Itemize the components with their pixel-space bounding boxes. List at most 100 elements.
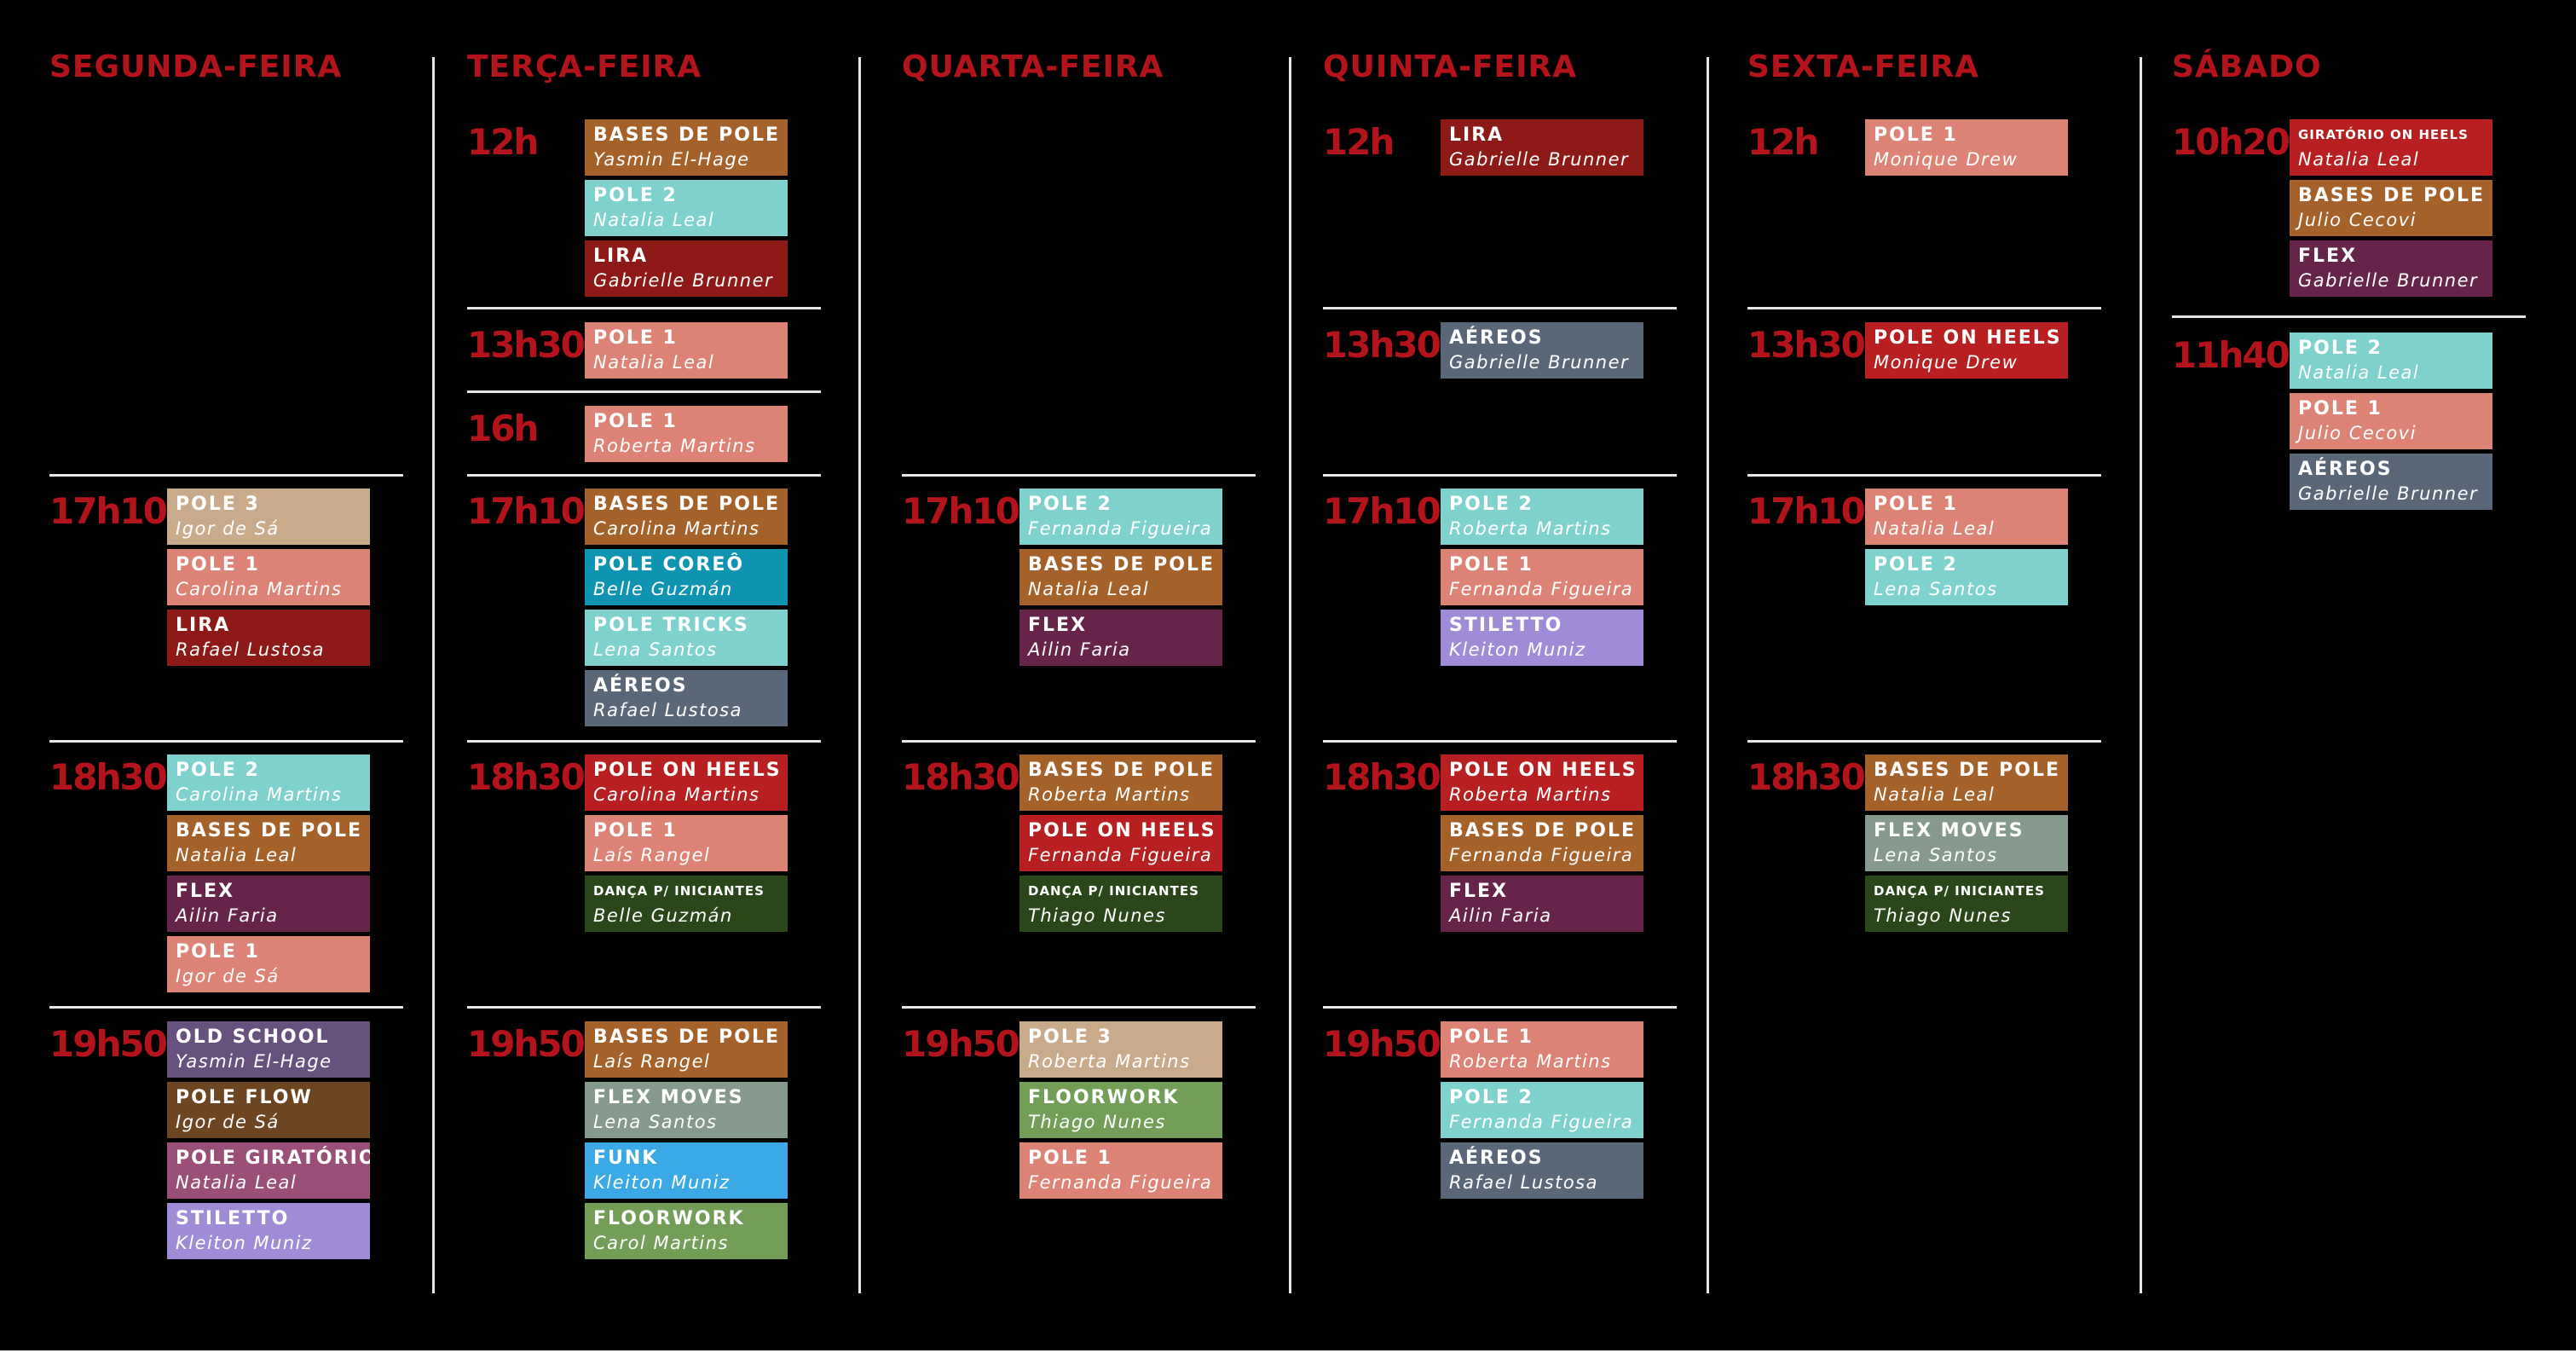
class-card[interactable]: BASES DE POLE Roberta Martins — [1019, 755, 1222, 811]
time-label: 16h — [467, 408, 539, 449]
class-card[interactable]: POLE 1 Roberta Martins — [585, 406, 788, 462]
class-card[interactable]: FLEX MOVES Lena Santos — [1865, 815, 2068, 871]
time-label: 18h30 — [467, 756, 586, 798]
class-card[interactable]: LIRA Rafael Lustosa — [167, 610, 370, 666]
class-card[interactable]: POLE 1 Fernanda Figueira — [1019, 1142, 1222, 1199]
class-card[interactable]: POLE 1 Carolina Martins — [167, 549, 370, 605]
class-card[interactable]: POLE TRICKS Lena Santos — [585, 610, 788, 666]
class-card[interactable]: BASES DE POLE Julio Cecovi — [2290, 180, 2492, 236]
class-card[interactable]: STILETTO Kleiton Muniz — [1441, 610, 1643, 666]
class-card[interactable]: POLE 1 Laís Rangel — [585, 815, 788, 871]
class-name: POLE 1 — [593, 820, 678, 841]
class-name: POLE 2 — [1449, 1087, 1533, 1108]
class-name: POLE 3 — [176, 494, 260, 515]
class-card[interactable]: FLEX Ailin Faria — [1019, 610, 1222, 666]
class-card[interactable]: POLE ON HEELS Fernanda Figueira — [1019, 815, 1222, 871]
teacher-name: Fernanda Figueira — [1028, 518, 1213, 539]
class-name: POLE 3 — [1028, 1026, 1112, 1048]
class-card[interactable]: BASES DE POLE Natalia Leal — [167, 815, 370, 871]
class-card[interactable]: DANÇA P/ INICIANTES Thiago Nunes — [1019, 876, 1222, 932]
class-card[interactable]: POLE 3 Igor de Sá — [167, 489, 370, 545]
class-card[interactable]: BASES DE POLE Natalia Leal — [1019, 549, 1222, 605]
class-name: AÉREOS — [1449, 327, 1544, 349]
teacher-name: Thiago Nunes — [1874, 905, 2012, 926]
time-label: 19h50 — [467, 1023, 586, 1065]
class-name: BASES DE POLE — [593, 124, 780, 146]
class-card[interactable]: POLE GIRATÓRIO Natalia Leal — [167, 1142, 370, 1199]
class-card[interactable]: BASES DE POLE Yasmin El-Hage — [585, 119, 788, 176]
teacher-name: Ailin Faria — [1449, 905, 1552, 926]
class-card[interactable]: AÉREOS Gabrielle Brunner — [1441, 322, 1643, 379]
class-card[interactable]: BASES DE POLE Carolina Martins — [585, 489, 788, 545]
column-divider — [2140, 57, 2142, 1293]
class-card[interactable]: POLE 1 Julio Cecovi — [2290, 393, 2492, 449]
class-name: BASES DE POLE — [1874, 760, 2060, 781]
teacher-name: Ailin Faria — [1028, 639, 1131, 660]
class-card[interactable]: BASES DE POLE Laís Rangel — [585, 1021, 788, 1078]
class-card[interactable]: FLEX Gabrielle Brunner — [2290, 240, 2492, 297]
class-card[interactable]: DANÇA P/ INICIANTES Thiago Nunes — [1865, 876, 2068, 932]
class-card[interactable]: POLE 1 Natalia Leal — [585, 322, 788, 379]
class-card[interactable]: POLE 2 Natalia Leal — [2290, 332, 2492, 389]
class-card[interactable]: BASES DE POLE Natalia Leal — [1865, 755, 2068, 811]
day-header: SEGUNDA-FEIRA — [49, 49, 343, 84]
class-name: BASES DE POLE — [2298, 185, 2485, 206]
column-divider — [858, 57, 861, 1293]
class-name: POLE GIRATÓRIO — [176, 1148, 370, 1169]
teacher-name: Natalia Leal — [1874, 784, 1996, 805]
class-card[interactable]: POLE 2 Lena Santos — [1865, 549, 2068, 605]
class-name: POLE 1 — [176, 554, 260, 575]
teacher-name: Fernanda Figueira — [1449, 579, 1634, 599]
time-label: 13h30 — [1323, 324, 1441, 366]
teacher-name: Gabrielle Brunner — [2298, 270, 2479, 291]
time-slot-divider — [1747, 307, 2101, 309]
class-card[interactable]: POLE 1 Natalia Leal — [1865, 489, 2068, 545]
teacher-name: Gabrielle Brunner — [1449, 352, 1630, 373]
class-card[interactable]: POLE ON HEELS Roberta Martins — [1441, 755, 1643, 811]
class-card[interactable]: POLE COREÔ Belle Guzmán — [585, 549, 788, 605]
class-name: GIRATÓRIO ON HEELS — [2298, 127, 2469, 142]
class-card[interactable]: GIRATÓRIO ON HEELS Natalia Leal — [2290, 119, 2492, 176]
class-card[interactable]: POLE 1 Roberta Martins — [1441, 1021, 1643, 1078]
class-card[interactable]: OLD SCHOOL Yasmin El-Hage — [167, 1021, 370, 1078]
class-card[interactable]: POLE 2 Natalia Leal — [585, 180, 788, 236]
class-card[interactable]: POLE 2 Carolina Martins — [167, 755, 370, 811]
class-card[interactable]: FLOORWORK Thiago Nunes — [1019, 1082, 1222, 1138]
class-card[interactable]: POLE 2 Roberta Martins — [1441, 489, 1643, 545]
class-name: POLE 1 — [1028, 1148, 1112, 1169]
class-card[interactable]: POLE ON HEELS Carolina Martins — [585, 755, 788, 811]
class-card[interactable]: POLE ON HEELS Monique Drew — [1865, 322, 2068, 379]
class-card[interactable]: POLE 1 Igor de Sá — [167, 936, 370, 992]
class-card[interactable]: POLE 1 Monique Drew — [1865, 119, 2068, 176]
class-card[interactable]: FLOORWORK Carol Martins — [585, 1203, 788, 1259]
time-slot-divider — [1323, 307, 1677, 309]
time-slot-divider — [49, 740, 403, 743]
class-card[interactable]: FLEX Ailin Faria — [167, 876, 370, 932]
time-label: 12h — [467, 121, 539, 163]
class-card[interactable]: LIRA Gabrielle Brunner — [1441, 119, 1643, 176]
class-name: BASES DE POLE — [1028, 554, 1215, 575]
class-card[interactable]: POLE 2 Fernanda Figueira — [1441, 1082, 1643, 1138]
class-card[interactable]: FUNK Kleiton Muniz — [585, 1142, 788, 1199]
class-name: POLE ON HEELS — [1874, 327, 2062, 349]
teacher-name: Lena Santos — [1874, 845, 1998, 865]
time-slot-divider — [1323, 1006, 1677, 1009]
class-card[interactable]: FLEX MOVES Lena Santos — [585, 1082, 788, 1138]
class-name: POLE COREÔ — [593, 554, 745, 575]
class-card[interactable]: POLE 1 Fernanda Figueira — [1441, 549, 1643, 605]
class-card[interactable]: STILETTO Kleiton Muniz — [167, 1203, 370, 1259]
class-card[interactable]: POLE FLOW Igor de Sá — [167, 1082, 370, 1138]
teacher-name: Lena Santos — [593, 639, 718, 660]
class-card[interactable]: FLEX Ailin Faria — [1441, 876, 1643, 932]
class-name: BASES DE POLE — [176, 820, 362, 841]
class-card[interactable]: POLE 2 Fernanda Figueira — [1019, 489, 1222, 545]
class-card[interactable]: LIRA Gabrielle Brunner — [585, 240, 788, 297]
class-card[interactable]: DANÇA P/ INICIANTES Belle Guzmán — [585, 876, 788, 932]
class-card[interactable]: AÉREOS Rafael Lustosa — [1441, 1142, 1643, 1199]
class-card[interactable]: AÉREOS Rafael Lustosa — [585, 670, 788, 726]
class-card[interactable]: POLE 3 Roberta Martins — [1019, 1021, 1222, 1078]
class-card[interactable]: BASES DE POLE Fernanda Figueira — [1441, 815, 1643, 871]
class-card[interactable]: AÉREOS Gabrielle Brunner — [2290, 454, 2492, 510]
class-name: BASES DE POLE — [1449, 820, 1636, 841]
teacher-name: Belle Guzmán — [593, 905, 733, 926]
